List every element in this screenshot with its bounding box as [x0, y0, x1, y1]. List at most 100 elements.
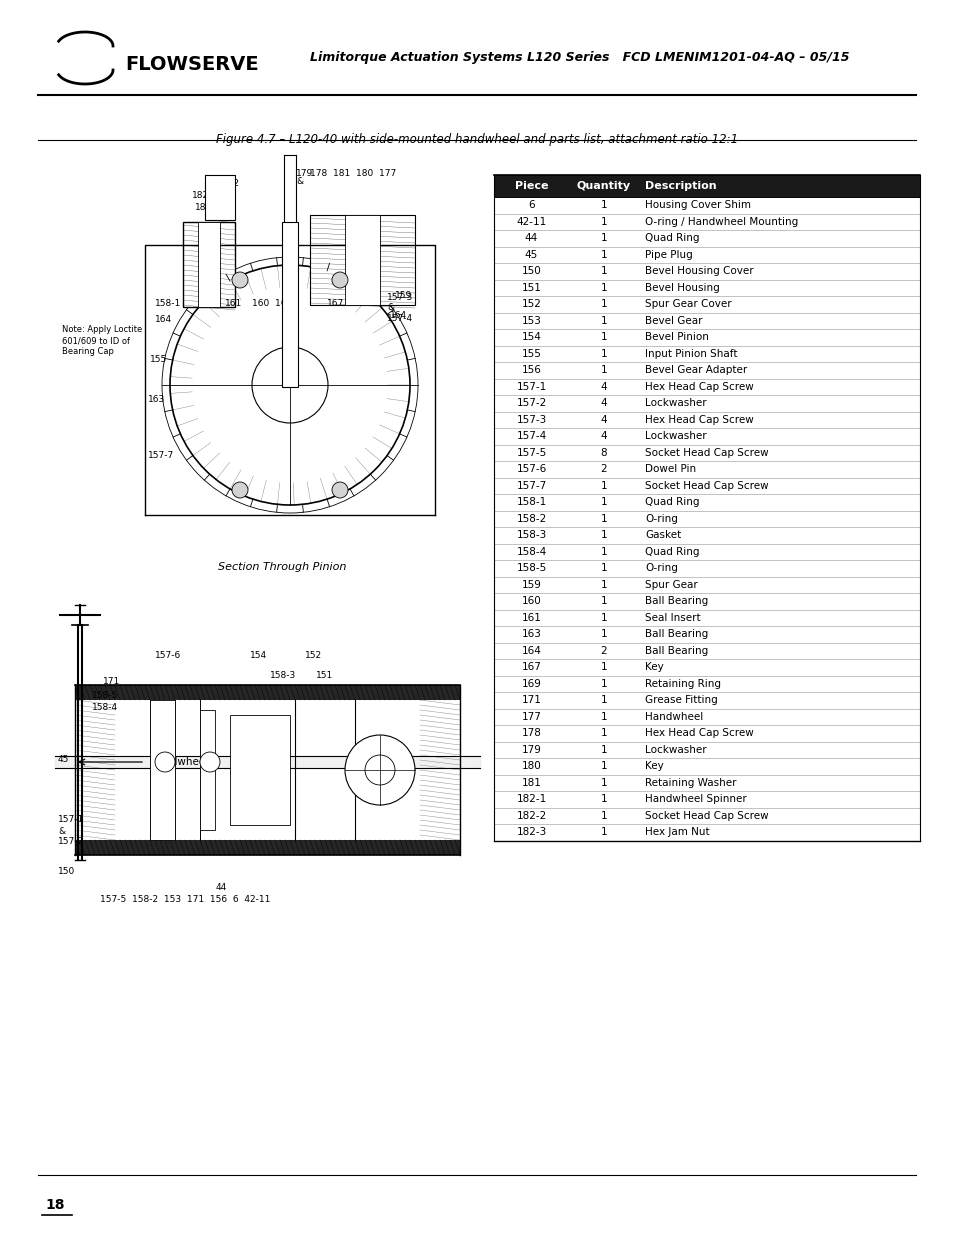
- Polygon shape: [385, 840, 390, 855]
- Polygon shape: [55, 756, 479, 768]
- Text: 1: 1: [600, 778, 607, 788]
- Polygon shape: [294, 840, 299, 855]
- Polygon shape: [230, 840, 234, 855]
- Polygon shape: [405, 685, 410, 700]
- Polygon shape: [399, 685, 405, 700]
- Polygon shape: [234, 685, 240, 700]
- Text: Socket Head Cap Screw: Socket Head Cap Screw: [644, 448, 768, 458]
- Text: 1: 1: [600, 530, 607, 540]
- Text: 1: 1: [600, 366, 607, 375]
- Text: 2: 2: [600, 464, 607, 474]
- Text: 1: 1: [600, 745, 607, 755]
- Text: 157-6: 157-6: [154, 652, 181, 661]
- Polygon shape: [174, 840, 180, 855]
- Polygon shape: [205, 685, 210, 700]
- Text: Bevel Gear: Bevel Gear: [644, 316, 701, 326]
- Polygon shape: [365, 840, 370, 855]
- Text: 1: 1: [600, 662, 607, 672]
- Polygon shape: [444, 685, 450, 700]
- Text: Socket Head Cap Screw: Socket Head Cap Screw: [644, 810, 768, 821]
- Polygon shape: [345, 840, 350, 855]
- Text: Description: Description: [644, 182, 716, 191]
- Polygon shape: [325, 685, 330, 700]
- Polygon shape: [370, 840, 375, 855]
- Text: 157-6: 157-6: [516, 464, 546, 474]
- Polygon shape: [85, 840, 90, 855]
- Polygon shape: [299, 840, 305, 855]
- Text: Dowel Pin: Dowel Pin: [644, 464, 696, 474]
- Text: 1: 1: [600, 827, 607, 837]
- Text: 157-5: 157-5: [516, 448, 546, 458]
- Text: 18: 18: [45, 1198, 65, 1212]
- Polygon shape: [85, 685, 90, 700]
- Text: Hex Jam Nut: Hex Jam Nut: [644, 827, 709, 837]
- Text: 164: 164: [390, 310, 407, 320]
- Text: 8: 8: [600, 448, 607, 458]
- Bar: [200, 710, 214, 830]
- Polygon shape: [285, 840, 290, 855]
- Polygon shape: [395, 840, 399, 855]
- Text: Handwheel Spinner: Handwheel Spinner: [644, 794, 746, 804]
- Polygon shape: [100, 840, 105, 855]
- Polygon shape: [145, 840, 150, 855]
- Text: 157-4: 157-4: [516, 431, 546, 441]
- Text: Quad Ring: Quad Ring: [644, 547, 699, 557]
- Circle shape: [232, 482, 248, 498]
- Text: Pipe Plug: Pipe Plug: [644, 249, 692, 259]
- Polygon shape: [430, 685, 435, 700]
- Text: O-ring / Handwheel Mounting: O-ring / Handwheel Mounting: [644, 217, 798, 227]
- Polygon shape: [339, 840, 345, 855]
- Text: O-ring: O-ring: [644, 514, 678, 524]
- Text: 1: 1: [600, 299, 607, 309]
- Polygon shape: [120, 840, 125, 855]
- Polygon shape: [270, 685, 274, 700]
- Text: 177: 177: [521, 711, 541, 721]
- Text: 163: 163: [148, 395, 165, 405]
- Polygon shape: [280, 840, 285, 855]
- Polygon shape: [444, 840, 450, 855]
- Polygon shape: [325, 840, 330, 855]
- Polygon shape: [75, 685, 80, 700]
- Text: 42-11: 42-11: [516, 217, 546, 227]
- Text: 182-3: 182-3: [194, 203, 221, 211]
- Polygon shape: [140, 840, 145, 855]
- Text: 1: 1: [600, 579, 607, 590]
- Text: 45: 45: [58, 756, 70, 764]
- Text: Quantity: Quantity: [577, 182, 630, 191]
- Bar: [198, 222, 220, 308]
- Text: 1: 1: [600, 480, 607, 490]
- Polygon shape: [410, 685, 415, 700]
- Polygon shape: [105, 840, 110, 855]
- Text: Key: Key: [644, 662, 663, 672]
- Text: 1: 1: [600, 630, 607, 640]
- Polygon shape: [290, 840, 294, 855]
- Text: 1: 1: [600, 613, 607, 622]
- Text: 167: 167: [521, 662, 541, 672]
- Polygon shape: [120, 685, 125, 700]
- Polygon shape: [145, 685, 150, 700]
- Polygon shape: [335, 840, 339, 855]
- Text: 152: 152: [305, 652, 322, 661]
- Text: Quad Ring: Quad Ring: [644, 498, 699, 508]
- Text: Lockwasher: Lockwasher: [644, 745, 706, 755]
- Polygon shape: [390, 840, 395, 855]
- Text: Hex Head Cap Screw: Hex Head Cap Screw: [644, 382, 753, 391]
- Polygon shape: [455, 840, 459, 855]
- Text: 182-1: 182-1: [516, 794, 546, 804]
- Text: 171: 171: [521, 695, 541, 705]
- Polygon shape: [110, 840, 115, 855]
- Polygon shape: [154, 840, 160, 855]
- Polygon shape: [100, 685, 105, 700]
- Text: 181: 181: [521, 778, 541, 788]
- Text: 1: 1: [600, 810, 607, 821]
- Text: 158-1: 158-1: [154, 299, 181, 308]
- Polygon shape: [95, 685, 100, 700]
- Polygon shape: [234, 840, 240, 855]
- Text: Retaining Washer: Retaining Washer: [644, 778, 736, 788]
- Polygon shape: [375, 840, 379, 855]
- Text: 1: 1: [600, 283, 607, 293]
- Text: 182-1: 182-1: [192, 190, 218, 200]
- Bar: [345, 215, 379, 305]
- Circle shape: [154, 752, 174, 772]
- Polygon shape: [214, 840, 220, 855]
